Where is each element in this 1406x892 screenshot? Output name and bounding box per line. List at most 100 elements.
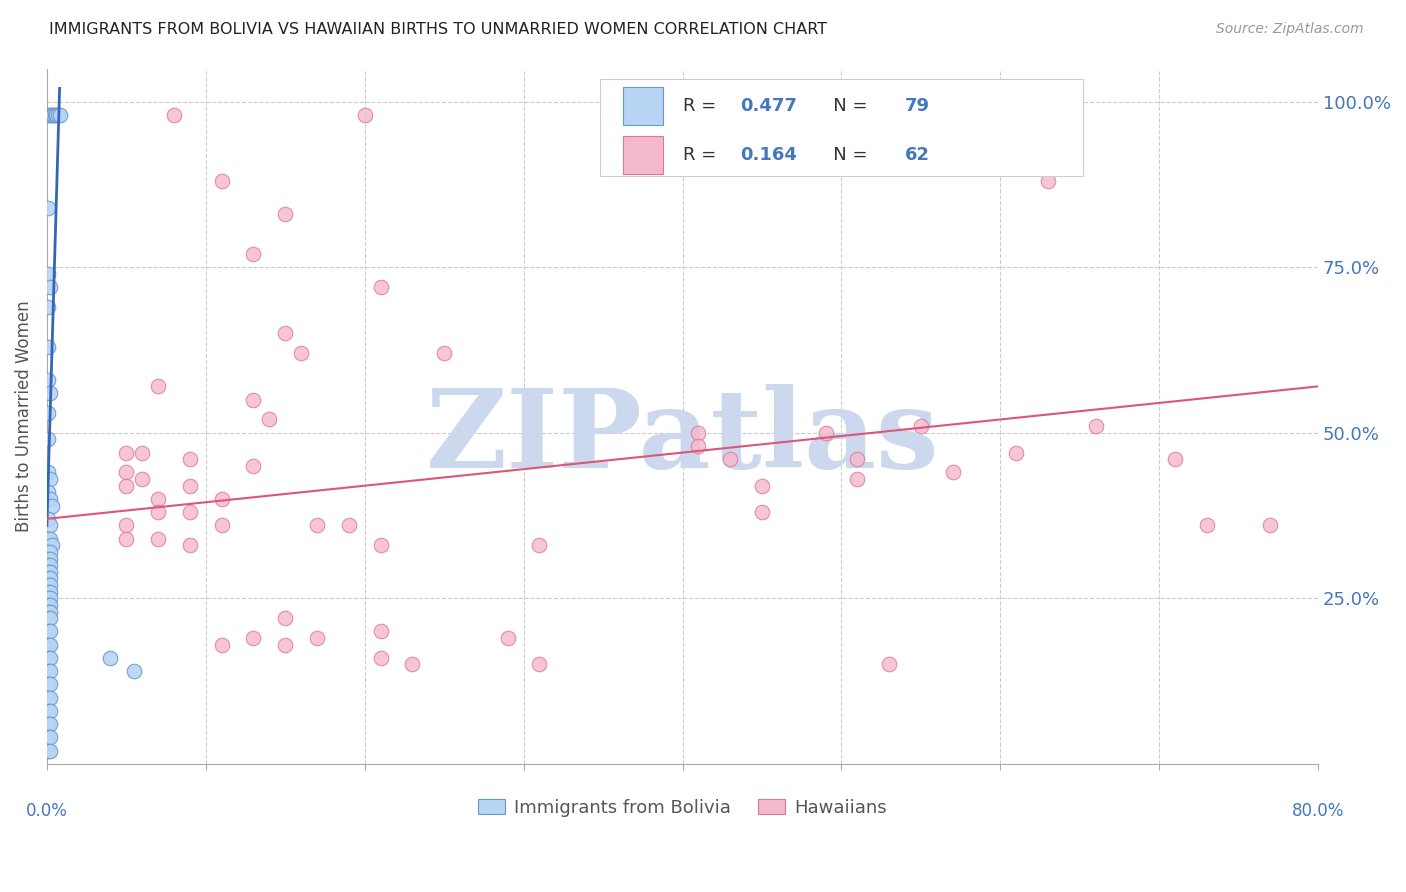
Point — [41, 108, 63, 122]
Point — [37, 512, 59, 526]
Text: N =: N = — [815, 97, 873, 115]
Point — [115, 532, 138, 546]
Text: R =: R = — [682, 97, 721, 115]
Point — [259, 412, 281, 426]
Point — [37, 731, 59, 745]
Point — [242, 631, 264, 645]
Point — [37, 565, 59, 579]
Point — [179, 538, 201, 552]
Point — [37, 571, 59, 585]
Point — [39, 731, 62, 745]
Point — [131, 445, 153, 459]
Point — [37, 406, 59, 420]
FancyBboxPatch shape — [623, 87, 664, 126]
Point — [1164, 452, 1187, 467]
Point — [39, 491, 62, 506]
Point — [45, 108, 67, 122]
Point — [37, 651, 59, 665]
Point — [37, 201, 59, 215]
Point — [274, 638, 297, 652]
Point — [39, 108, 62, 122]
Point — [100, 651, 122, 665]
Point — [39, 611, 62, 625]
Point — [37, 532, 59, 546]
Point — [846, 452, 869, 467]
Point — [39, 690, 62, 705]
Point — [305, 518, 328, 533]
Point — [179, 452, 201, 467]
Point — [1005, 445, 1028, 459]
Point — [146, 505, 169, 519]
Point — [718, 452, 741, 467]
Point — [39, 624, 62, 639]
Point — [211, 174, 233, 188]
Point — [37, 300, 59, 314]
Point — [37, 598, 59, 612]
Point — [877, 657, 900, 672]
Point — [274, 207, 297, 221]
Point — [37, 704, 59, 718]
Point — [115, 466, 138, 480]
Point — [37, 267, 59, 281]
Point — [39, 651, 62, 665]
Point — [814, 425, 837, 440]
Point — [37, 466, 59, 480]
FancyBboxPatch shape — [600, 79, 1083, 177]
Point — [37, 611, 59, 625]
Point — [146, 491, 169, 506]
Point — [48, 108, 70, 122]
Point — [39, 551, 62, 566]
Point — [37, 591, 59, 606]
Point — [37, 624, 59, 639]
Point — [42, 108, 65, 122]
Point — [39, 598, 62, 612]
Point — [37, 605, 59, 619]
Point — [146, 379, 169, 393]
Text: 0.164: 0.164 — [740, 146, 797, 164]
Point — [37, 551, 59, 566]
Point — [39, 591, 62, 606]
Text: 62: 62 — [905, 146, 929, 164]
Point — [1036, 174, 1059, 188]
Point — [274, 326, 297, 341]
Point — [37, 717, 59, 731]
Text: IMMIGRANTS FROM BOLIVIA VS HAWAIIAN BIRTHS TO UNMARRIED WOMEN CORRELATION CHART: IMMIGRANTS FROM BOLIVIA VS HAWAIIAN BIRT… — [49, 22, 827, 37]
Point — [146, 532, 169, 546]
Point — [37, 558, 59, 573]
Point — [37, 545, 59, 559]
Point — [37, 743, 59, 757]
Y-axis label: Births to Unmarried Women: Births to Unmarried Women — [15, 301, 32, 532]
Text: 0.477: 0.477 — [740, 97, 797, 115]
Point — [39, 664, 62, 678]
Point — [211, 518, 233, 533]
Point — [37, 485, 59, 500]
Text: N =: N = — [815, 146, 873, 164]
Point — [37, 584, 59, 599]
Point — [179, 505, 201, 519]
Point — [115, 479, 138, 493]
FancyBboxPatch shape — [623, 136, 664, 174]
Point — [39, 704, 62, 718]
Point — [242, 458, 264, 473]
Point — [353, 108, 375, 122]
Point — [37, 433, 59, 447]
Point — [529, 657, 551, 672]
Point — [39, 472, 62, 486]
Point — [39, 532, 62, 546]
Point — [242, 247, 264, 261]
Point — [688, 439, 710, 453]
Point — [370, 280, 392, 294]
Point — [41, 499, 63, 513]
Point — [39, 584, 62, 599]
Point — [115, 445, 138, 459]
Point — [370, 538, 392, 552]
Point — [37, 638, 59, 652]
Point — [1084, 419, 1107, 434]
Point — [751, 505, 773, 519]
Point — [529, 538, 551, 552]
Point — [39, 545, 62, 559]
Point — [37, 373, 59, 387]
Point — [37, 340, 59, 354]
Point — [44, 108, 66, 122]
Point — [37, 677, 59, 691]
